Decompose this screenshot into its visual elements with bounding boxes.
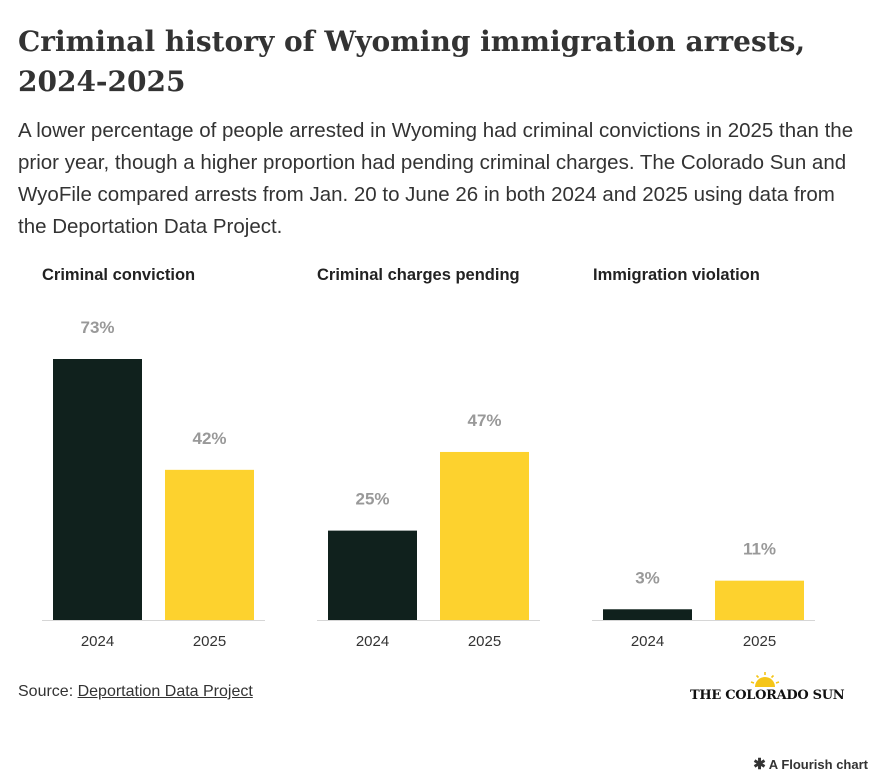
- colorado-sun-logo: THE COLORADO SUN: [690, 672, 845, 712]
- bar-criminal-charges-pending-2025: [440, 451, 529, 620]
- flourish-credit-text: A Flourish chart: [768, 757, 868, 772]
- tick-label-immigration-violation-2024: 2024: [631, 633, 664, 650]
- bar-criminal-conviction-2025: [165, 469, 254, 620]
- value-label-criminal-charges-pending-2025: 47%: [467, 411, 501, 430]
- tick-label-criminal-conviction-2025: 2025: [193, 633, 226, 650]
- panel-title-criminal-charges-pending: Criminal charges pending: [317, 266, 520, 284]
- small-multiples-bar-chart: 73% 2024 42% 2025 25% 2024 47% 2025 3% 2024 11% 202…: [42, 318, 815, 650]
- panel-title-criminal-conviction: Criminal conviction: [42, 266, 196, 284]
- logo-text: THE COLORADO SUN: [690, 688, 845, 703]
- bar-criminal-conviction-2024: [53, 359, 142, 620]
- chart-title: Criminal history of Wyoming immigration …: [18, 25, 806, 98]
- value-label-immigration-violation-2025: 11%: [743, 540, 776, 559]
- bar-immigration-violation-2024: [603, 609, 692, 620]
- chart-subtitle: A lower percentage of people arrested in…: [18, 119, 854, 238]
- source-link[interactable]: Deportation Data Project: [77, 683, 253, 700]
- panel-immigration-violation: 3% 2024 11% 2025: [592, 540, 815, 650]
- tick-label-criminal-charges-pending-2024: 2024: [356, 633, 389, 650]
- value-label-immigration-violation-2024: 3%: [635, 568, 660, 587]
- bar-criminal-charges-pending-2024: [328, 530, 417, 620]
- source-note: Source: Deportation Data Project: [18, 683, 253, 701]
- bar-immigration-violation-2025: [715, 580, 804, 620]
- value-label-criminal-charges-pending-2024: 25%: [355, 490, 389, 509]
- tick-label-immigration-violation-2025: 2025: [743, 633, 776, 650]
- panel-title-immigration-violation: Immigration violation: [593, 266, 760, 284]
- sun-icon: [750, 672, 780, 687]
- flourish-credit[interactable]: ✱ A Flourish chart: [753, 755, 868, 773]
- value-label-criminal-conviction-2024: 73%: [80, 318, 114, 337]
- panel-criminal-conviction: 73% 2024 42% 2025: [42, 318, 265, 650]
- value-label-criminal-conviction-2025: 42%: [192, 429, 226, 448]
- tick-label-criminal-conviction-2024: 2024: [81, 633, 114, 650]
- tick-label-criminal-charges-pending-2025: 2025: [468, 633, 501, 650]
- asterisk-icon: ✱: [753, 756, 766, 773]
- panel-criminal-charges-pending: 25% 2024 47% 2025: [317, 411, 540, 650]
- source-prefix: Source:: [18, 683, 78, 700]
